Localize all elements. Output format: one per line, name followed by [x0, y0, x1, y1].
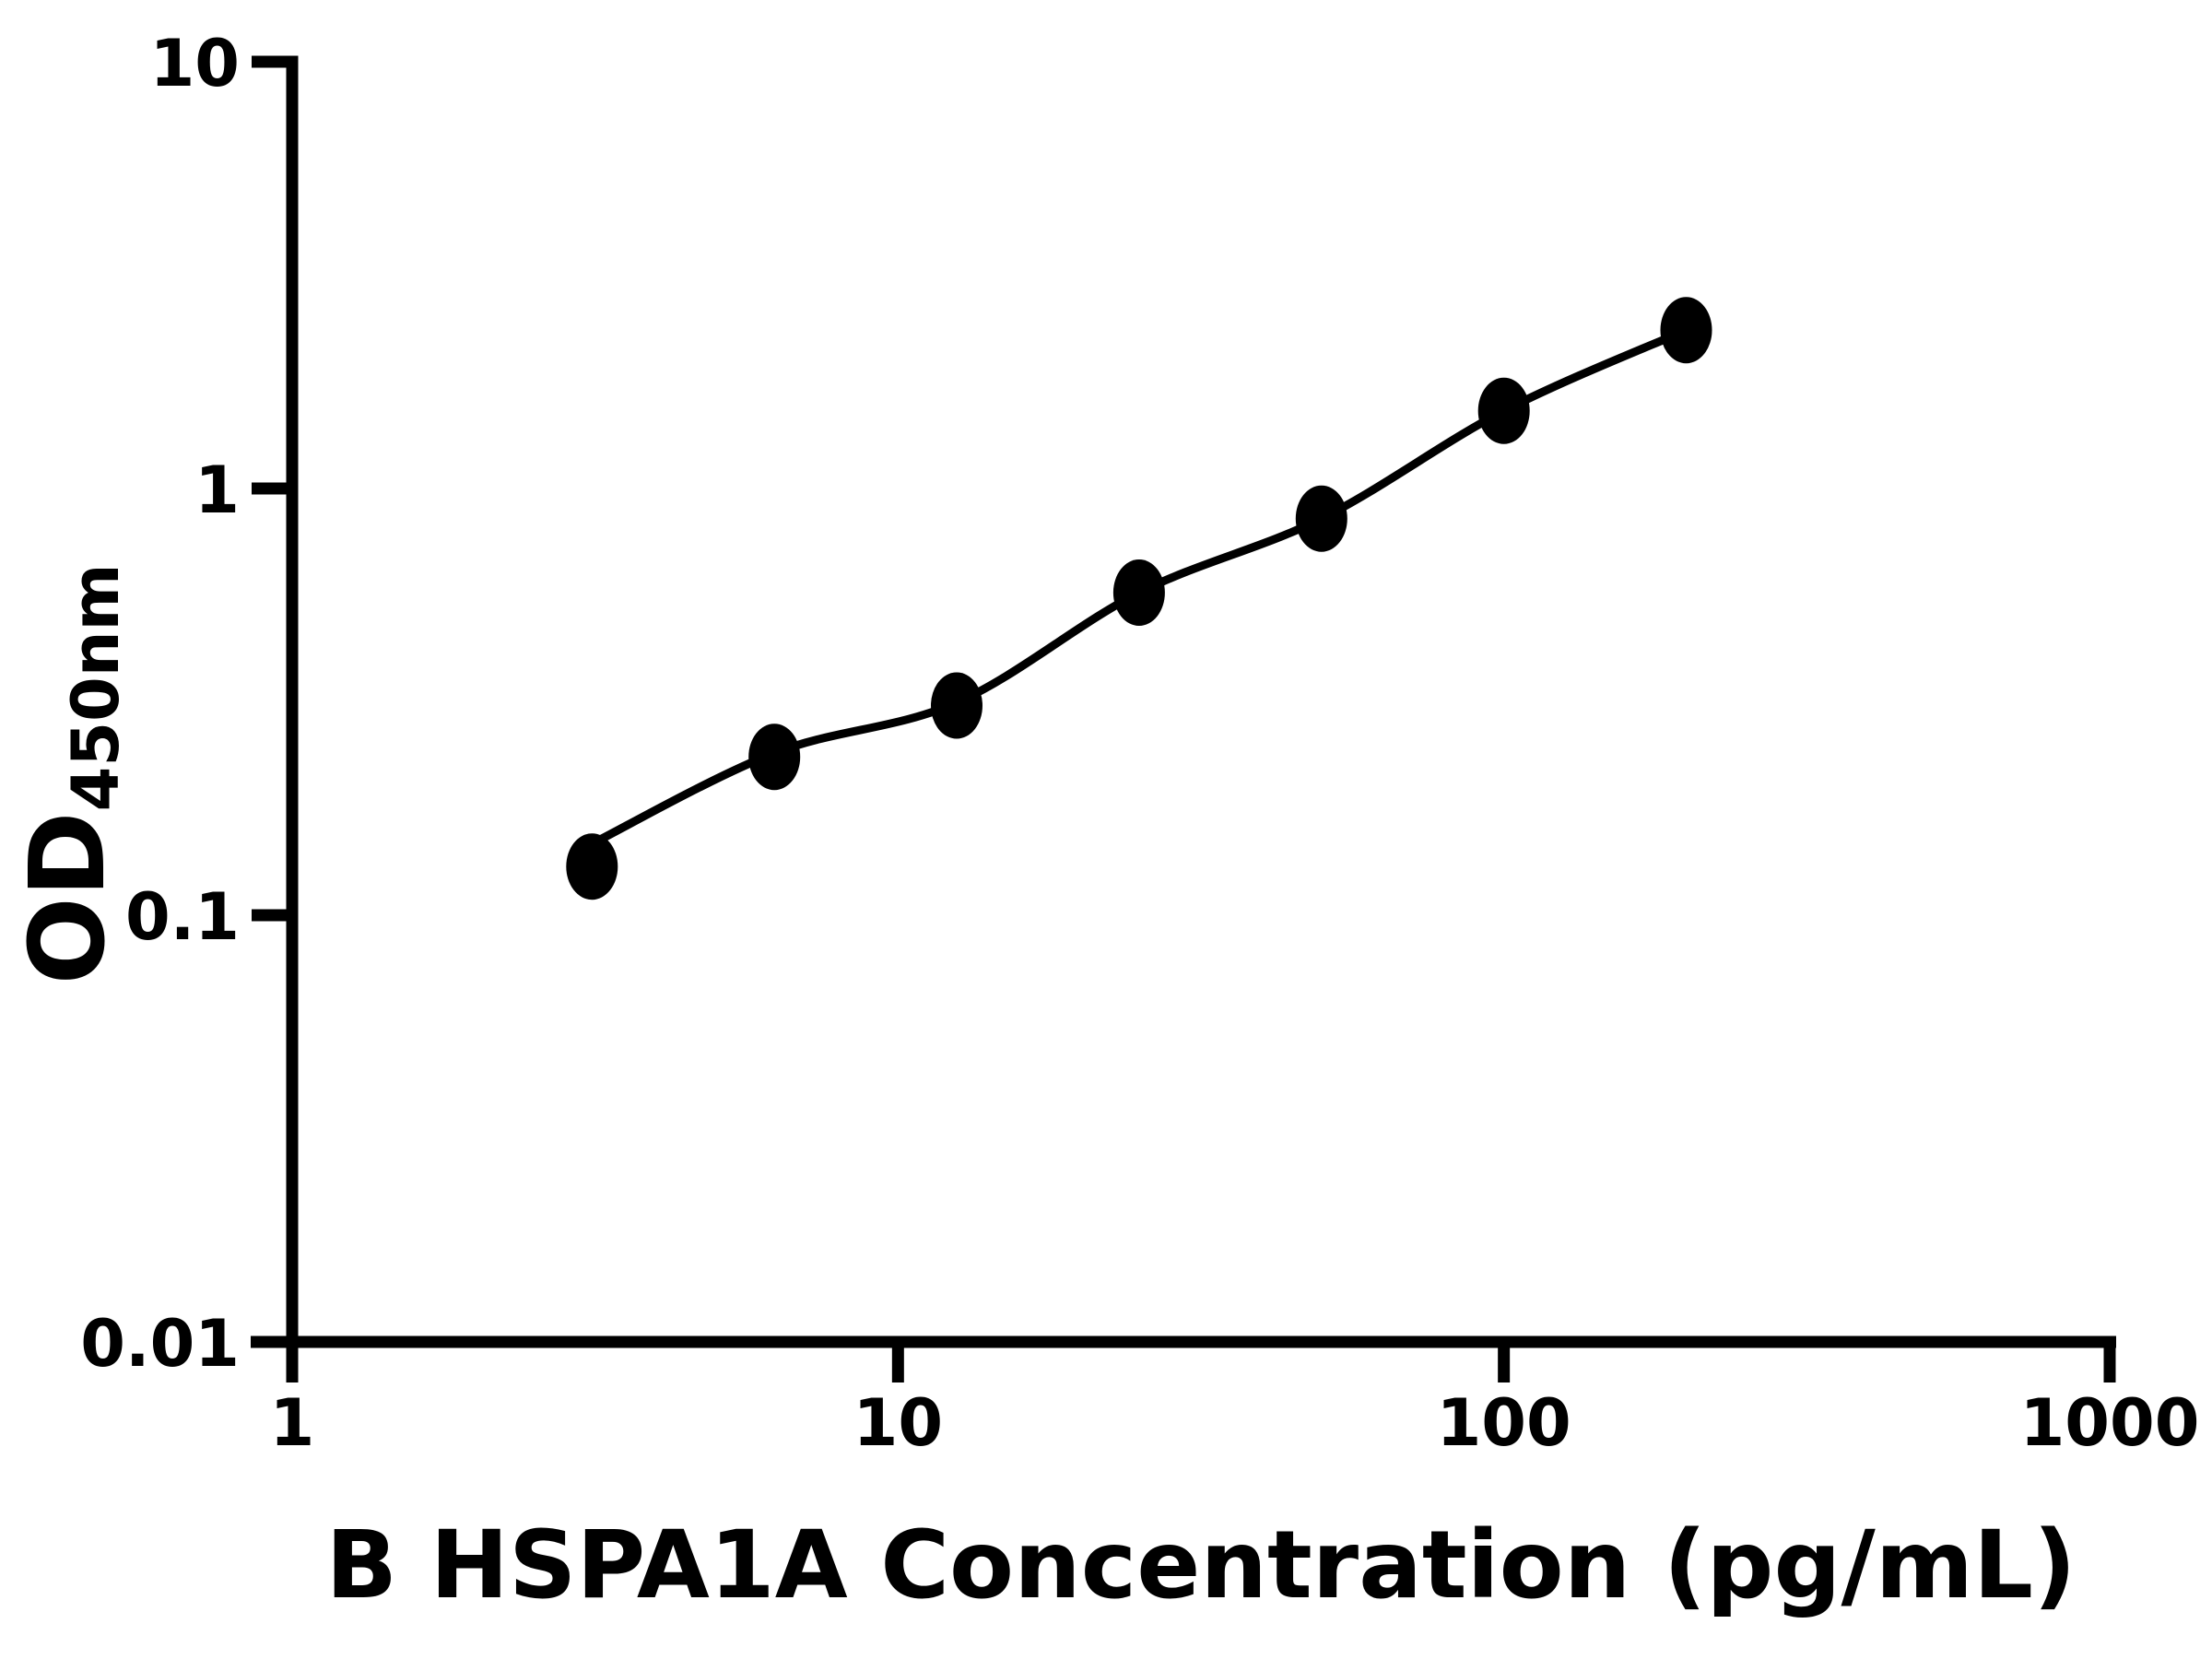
- y-axis-title: OD450nm: [8, 563, 134, 984]
- y-tick-label-0.01: 0.01: [80, 1306, 240, 1382]
- x-tick-label-1: 1: [270, 1385, 315, 1461]
- x-tick-label-1000: 1000: [2020, 1385, 2200, 1461]
- x-tick-label-10: 10: [853, 1385, 943, 1461]
- x-axis-title: B HSPA1A Concentration (pg/mL): [325, 1511, 2076, 1620]
- data-point-marker: [1477, 377, 1530, 444]
- data-point-marker: [566, 833, 618, 900]
- y-axis-title-subscript: 450nm: [58, 563, 134, 811]
- data-point-marker: [1660, 297, 1712, 364]
- x-tick-label-100: 100: [1437, 1385, 1571, 1461]
- y-tick-label-1: 1: [194, 453, 240, 528]
- data-point-marker: [1295, 485, 1347, 552]
- tick-marks: [252, 55, 2116, 1382]
- data-point-layer: [566, 297, 1712, 900]
- axes: [251, 55, 2116, 1381]
- data-point-marker: [1112, 559, 1165, 626]
- tick-labels: 1 10 100 1000 10 1 0.1 0.01: [80, 26, 2199, 1461]
- data-point-marker: [931, 672, 982, 739]
- y-axis-title-main: OD: [8, 811, 128, 984]
- y-tick-label-10: 10: [150, 26, 240, 101]
- data-point-marker: [748, 724, 801, 791]
- y-tick-label-0.1: 0.1: [125, 879, 240, 955]
